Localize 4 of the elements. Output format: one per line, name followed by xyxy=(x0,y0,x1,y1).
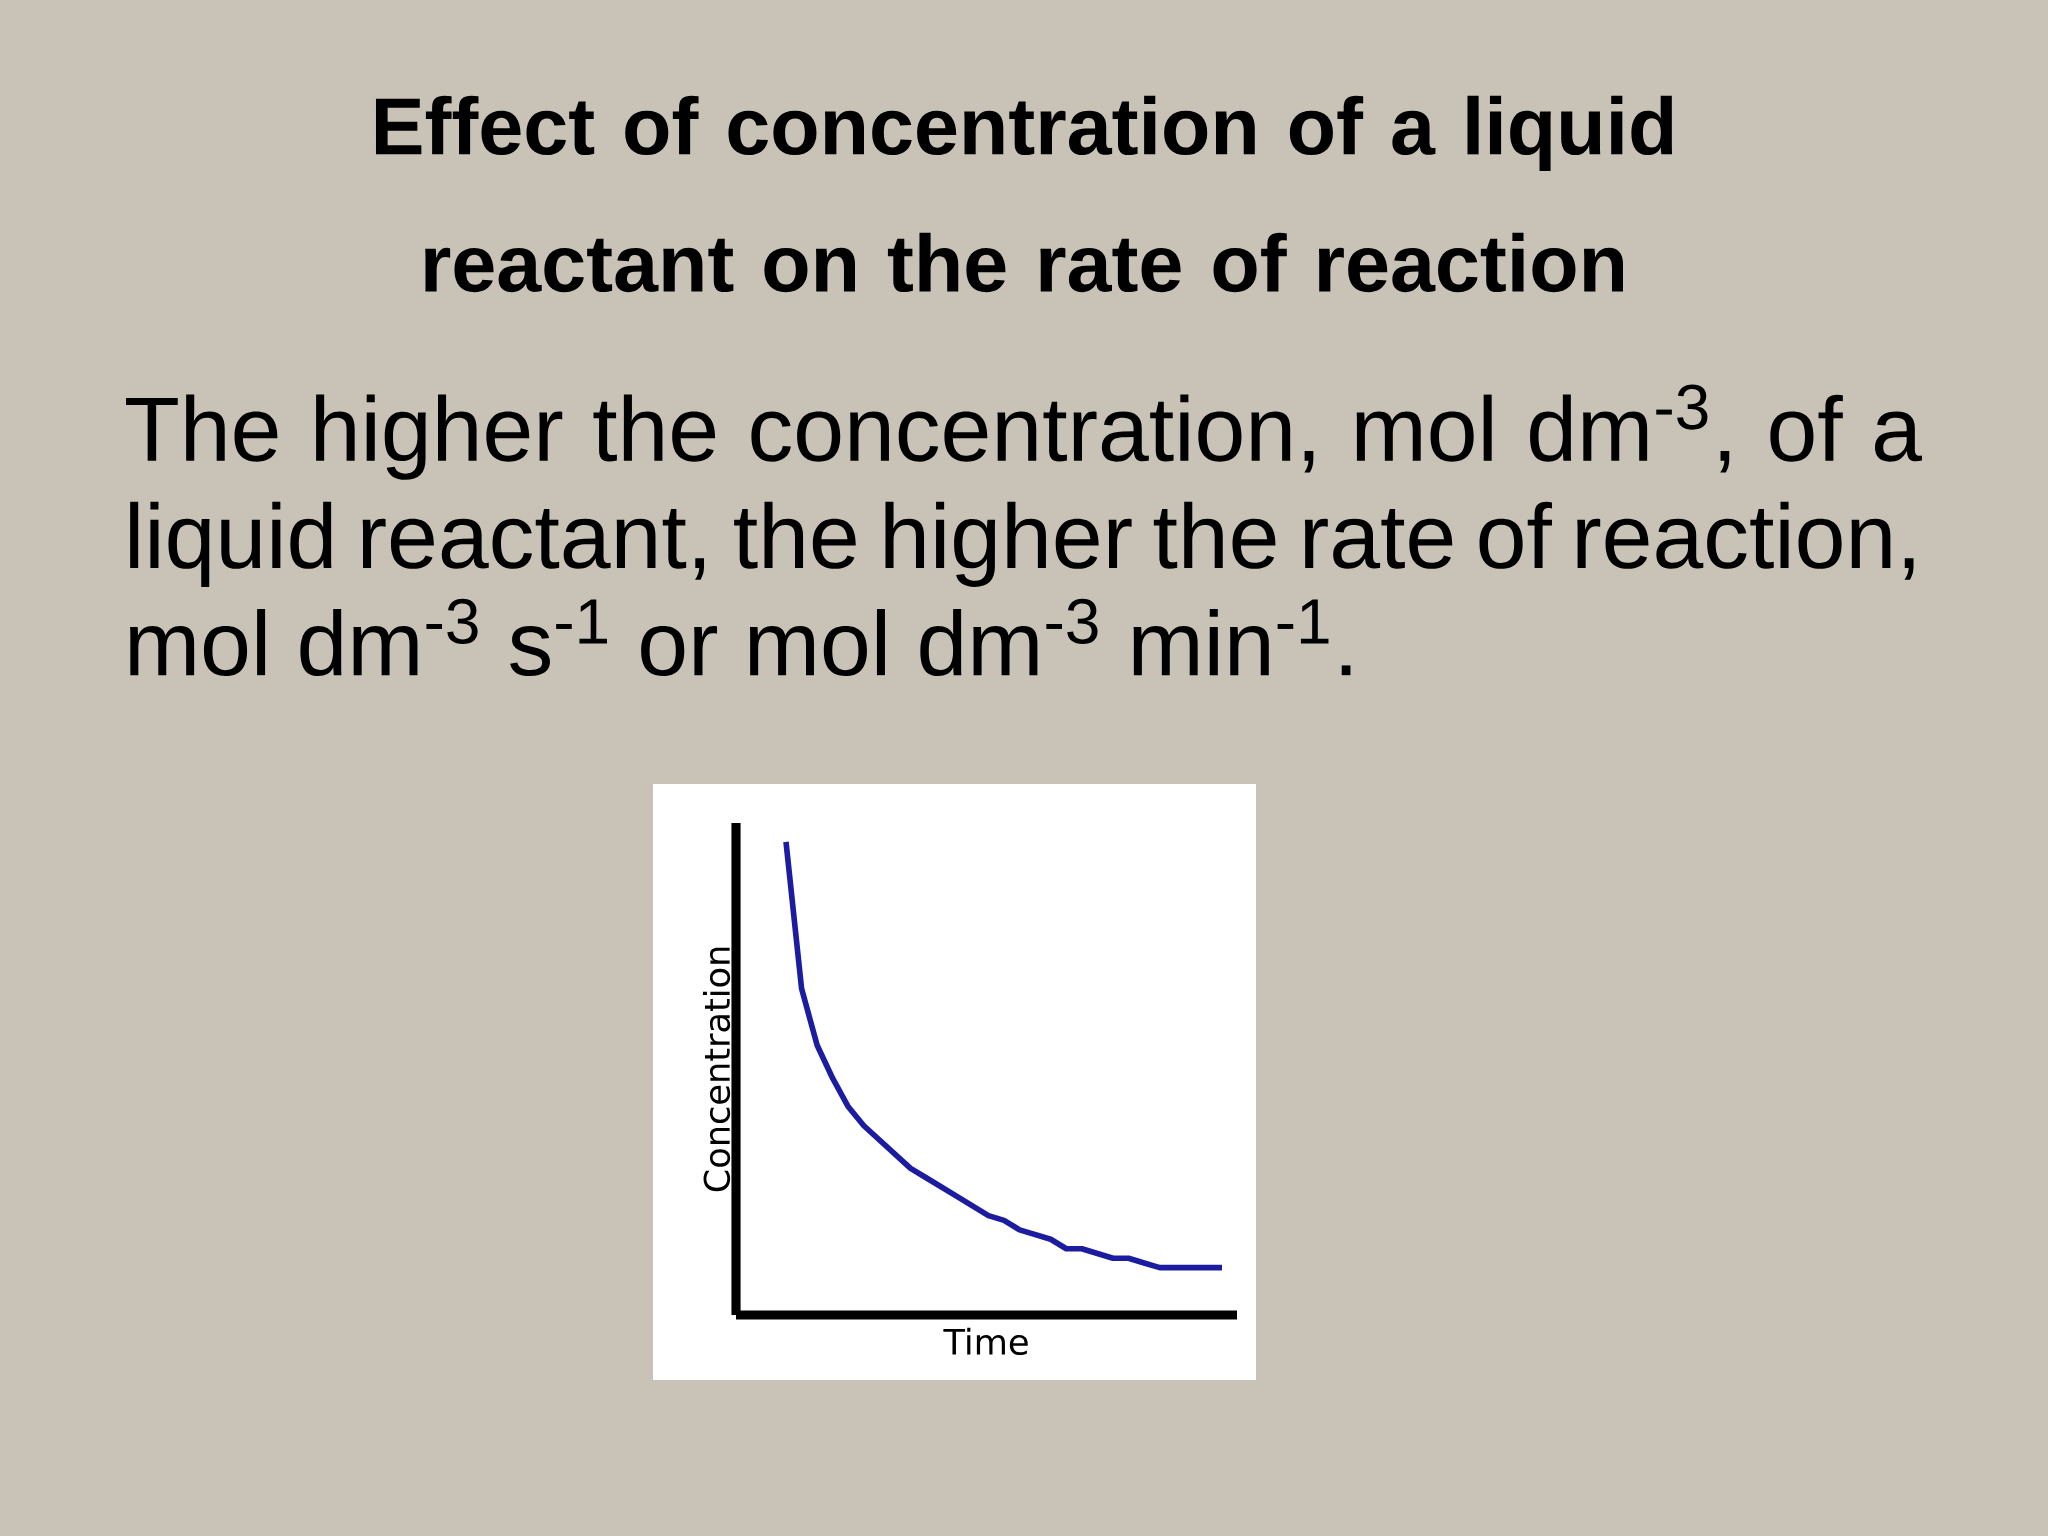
chart-title: Effect of concentration of a liquid reactant on the rate of reaction xyxy=(375,95,1673,293)
y-axis-title: Concentration xyxy=(702,947,731,1192)
x-axis-title: Time xyxy=(943,1327,1028,1356)
text: The higher the concentration, mol dm$^{-3}$, of a liquid reactant, the higher the rate of reaction, mol dm$^{-3}$ s$^{-1}$ or mol dm$^{-3}$ min$^{-1}$. xyxy=(126,384,1922,677)
